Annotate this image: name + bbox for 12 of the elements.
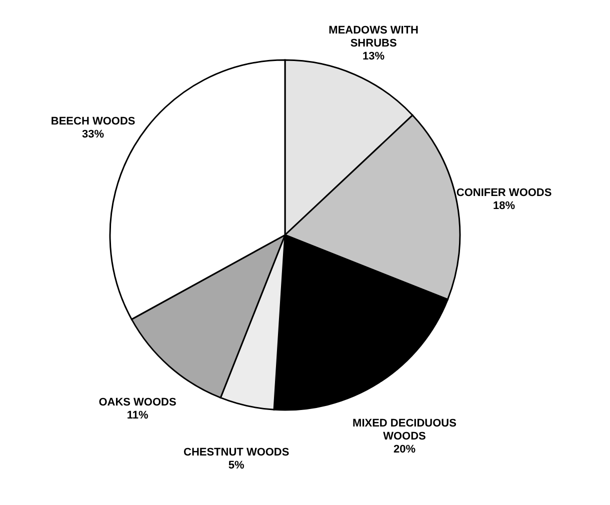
data-label: 13% — [362, 50, 385, 62]
slice-label: CONIFER WOODS — [456, 187, 552, 200]
data-label: 18% — [493, 200, 516, 212]
data-label: 11% — [126, 409, 148, 422]
data-label: 5% — [228, 460, 245, 472]
slice-label: MIXED DECIDUOUS WOODS — [352, 417, 456, 442]
slice-label: MEADOWS WITH SHRUBS — [328, 24, 419, 50]
data-label: 20% — [393, 443, 416, 456]
data-label: 33% — [82, 128, 104, 140]
slice-label: CHESTNUT WOODS — [183, 446, 290, 459]
slice-label: BEECH WOODS — [50, 115, 136, 128]
slice-label: OAKS WOODS — [98, 396, 176, 408]
